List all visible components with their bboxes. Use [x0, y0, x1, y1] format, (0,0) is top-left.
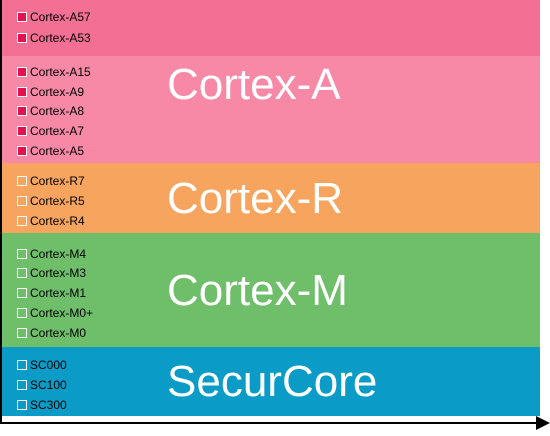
band-title-securcore: SecurCore	[167, 357, 378, 406]
item-marker	[17, 87, 27, 97]
item-cortex-a53: Cortex-A53	[17, 28, 91, 48]
item-cortex-a5: Cortex-A5	[17, 141, 84, 161]
item-label: Cortex-A7	[30, 124, 85, 138]
item-label: Cortex-A15	[30, 65, 91, 79]
item-cortex-m0plus: Cortex-M0+	[17, 303, 93, 323]
item-marker	[17, 33, 27, 43]
item-label: Cortex-R5	[30, 194, 85, 208]
item-cortex-m0: Cortex-M0	[17, 323, 86, 343]
item-cortex-r7: Cortex-R7	[17, 171, 85, 191]
item-cortex-r5: Cortex-R5	[17, 191, 85, 211]
band-cortex-r: Cortex-R7 Cortex-R5 Cortex-R4 Cortex-R	[0, 163, 540, 233]
item-label: Cortex-R4	[30, 214, 85, 228]
item-marker	[17, 12, 27, 22]
item-label: Cortex-M3	[30, 266, 87, 280]
band-cortex-m: Cortex-M4 Cortex-M3 Cortex-M1 Cortex-M0+…	[0, 233, 540, 347]
item-label: Cortex-M1	[30, 286, 87, 300]
item-marker	[17, 360, 27, 370]
item-cortex-m4: Cortex-M4	[17, 244, 86, 264]
item-marker	[17, 328, 27, 338]
item-marker	[17, 106, 27, 116]
horizontal-axis	[0, 422, 538, 424]
item-marker	[17, 126, 27, 136]
band-title-cortex-a: Cortex-A	[167, 60, 341, 109]
item-cortex-a15: Cortex-A15	[17, 62, 91, 82]
item-sc300: SC300	[17, 395, 67, 415]
item-label: Cortex-A53	[30, 31, 91, 45]
item-label: SC000	[30, 358, 67, 372]
item-marker	[17, 400, 27, 410]
item-label: Cortex-A57	[30, 10, 91, 24]
item-cortex-a7: Cortex-A7	[17, 121, 84, 141]
item-marker	[17, 67, 27, 77]
band-title-cortex-m: Cortex-M	[167, 266, 348, 315]
item-label: SC300	[30, 398, 67, 412]
item-label: Cortex-M0	[30, 326, 87, 340]
item-marker	[17, 249, 27, 259]
item-sc100: SC100	[17, 375, 67, 395]
item-cortex-r4: Cortex-R4	[17, 211, 85, 231]
item-label: Cortex-A5	[30, 144, 85, 158]
item-cortex-m1: Cortex-M1	[17, 283, 86, 303]
item-label: Cortex-R7	[30, 174, 85, 188]
item-label: Cortex-M0+	[30, 306, 94, 320]
item-marker	[17, 380, 27, 390]
item-label: Cortex-M4	[30, 247, 87, 261]
item-marker	[17, 146, 27, 156]
item-marker	[17, 196, 27, 206]
item-marker	[17, 288, 27, 298]
item-marker	[17, 308, 27, 318]
item-sc000: SC000	[17, 355, 67, 375]
right-arrow-icon	[536, 416, 550, 430]
item-cortex-m3: Cortex-M3	[17, 263, 86, 283]
item-marker	[17, 268, 27, 278]
item-label: Cortex-A9	[30, 85, 85, 99]
item-marker	[17, 176, 27, 186]
item-cortex-a9: Cortex-A9	[17, 82, 84, 102]
band-cortex-a-top: Cortex-A57 Cortex-A53	[0, 0, 540, 56]
vertical-axis	[0, 0, 2, 424]
band-cortex-a: Cortex-A15 Cortex-A9 Cortex-A8 Cortex-A7…	[0, 56, 540, 163]
item-label: SC100	[30, 378, 67, 392]
item-cortex-a57: Cortex-A57	[17, 7, 91, 27]
item-marker	[17, 216, 27, 226]
band-securcore: SC000 SC100 SC300 SecurCore	[0, 347, 540, 416]
band-title-cortex-r: Cortex-R	[167, 174, 344, 223]
item-cortex-a8: Cortex-A8	[17, 101, 84, 121]
item-label: Cortex-A8	[30, 104, 85, 118]
